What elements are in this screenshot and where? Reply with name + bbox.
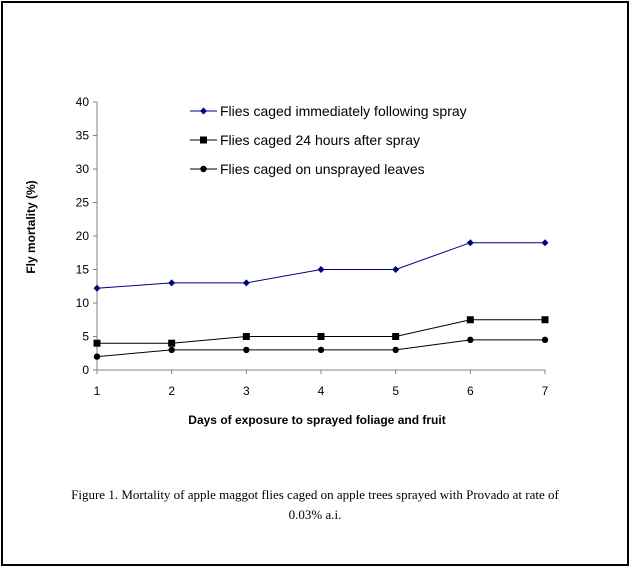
y-tick-label: 15 (76, 263, 90, 277)
y-tick-label: 20 (76, 229, 90, 243)
series-3 (93, 336, 549, 360)
y-tick-label: 35 (76, 129, 90, 143)
data-point (243, 346, 250, 354)
data-point (392, 266, 400, 273)
legend-label: Flies caged on unsprayed leaves (220, 161, 425, 177)
y-tick-label: 40 (76, 95, 90, 109)
data-point (541, 316, 549, 324)
x-tick-label: 2 (168, 384, 175, 398)
legend: Flies caged immediately following spray F… (190, 103, 467, 177)
data-point (93, 353, 101, 360)
series-line (96, 242, 545, 289)
data-point (168, 339, 176, 347)
legend-label: Flies caged 24 hours after spray (220, 132, 420, 148)
data-point (168, 279, 176, 287)
legend-entry-2: Flies caged 24 hours after spray (190, 132, 420, 148)
data-point (541, 336, 549, 344)
series-1 (93, 239, 549, 292)
y-tick-label: 25 (76, 196, 90, 210)
figure-caption: Figure 1. Mortality of apple maggot flie… (71, 487, 559, 522)
data-point (392, 333, 400, 340)
x-tick-label: 1 (94, 384, 101, 398)
chart-axes (93, 101, 546, 374)
data-point (317, 266, 325, 273)
legend-entry-1: Flies caged immediately following spray (190, 103, 467, 119)
y-tick-label: 0 (82, 363, 89, 377)
data-point (93, 284, 101, 292)
x-tick-label: 6 (467, 384, 474, 398)
data-point (168, 346, 175, 354)
data-point (93, 339, 101, 347)
data-point (466, 316, 474, 324)
data-point (317, 346, 325, 354)
y-tick-label: 5 (82, 330, 89, 344)
data-point (242, 333, 250, 340)
x-tick-label: 3 (243, 384, 250, 398)
series-lines (93, 239, 549, 360)
y-tick-label: 30 (76, 162, 90, 176)
x-tick-label: 7 (542, 384, 549, 398)
y-tick-label: 10 (76, 296, 90, 310)
legend-marker (200, 107, 207, 115)
legend-entry-3: Flies caged on unsprayed leaves (190, 161, 425, 177)
data-point (317, 333, 325, 340)
y-axis-title: Fly mortality (%) (24, 180, 38, 273)
data-point (467, 336, 474, 344)
data-point (392, 346, 399, 354)
legend-marker (200, 165, 207, 173)
legend-marker (200, 136, 207, 144)
data-point (242, 279, 250, 287)
x-axis-title: Days of exposure to sprayed foliage and … (188, 413, 445, 427)
x-tick-label: 5 (392, 384, 399, 398)
data-point (466, 239, 474, 247)
legend-label: Flies caged immediately following spray (220, 103, 467, 119)
x-tick-label: 4 (318, 384, 325, 398)
tick-labels: 0 5 10 15 20 25 30 35 40 1 2 3 4 5 6 7 (76, 95, 549, 398)
series-2 (93, 316, 549, 347)
data-point (541, 239, 549, 247)
